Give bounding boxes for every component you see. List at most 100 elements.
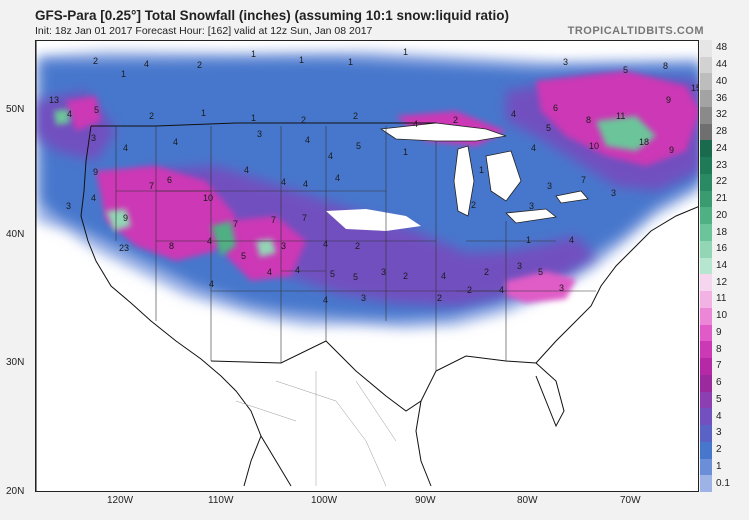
snow-amount-label: 2 — [471, 200, 476, 210]
snow-free-area — [326, 209, 421, 231]
colorbar-segment — [700, 173, 712, 192]
west-coast — [80, 125, 292, 487]
snow-amount-label: 11 — [616, 111, 625, 121]
snow-amount-label: 5 — [241, 251, 246, 261]
snow-amount-label: 7 — [149, 181, 154, 191]
snow-amount-label: 3 — [91, 133, 96, 143]
snow-amount-label: 3 — [563, 57, 568, 67]
snow-amount-label: 4 — [173, 137, 178, 147]
colorbar-segment — [700, 257, 712, 275]
snow-amount-label: 4 — [531, 143, 536, 153]
snow-amount-label: 9 — [93, 167, 98, 177]
snow-amount-label: 7 — [581, 175, 586, 185]
snow-amount-label: 9 — [669, 145, 674, 155]
snow-amount-label: 2 — [149, 111, 154, 121]
snow-amount-label: 4 — [209, 279, 214, 289]
colorbar-label: 6 — [716, 377, 722, 389]
lat-label-40n: 40N — [6, 229, 25, 240]
lat-label-50n: 50N — [6, 104, 25, 115]
colorbar-segment — [700, 56, 712, 74]
snow-amount-label: 1 — [403, 47, 408, 57]
snow-amount-label: 2 — [93, 56, 98, 66]
snow-amount-label: 3 — [66, 201, 71, 211]
snow-amount-label: 1 — [251, 113, 256, 123]
snow-amount-label: 1 — [526, 235, 531, 245]
snow-amount-label: 4 — [511, 109, 516, 119]
snow-amount-label: 5 — [546, 123, 551, 133]
snowfall-map: 2412111135815134521122424681195344344514… — [35, 40, 699, 492]
snow-heavy-green — [54, 109, 656, 257]
lat-label-20n: 20N — [6, 486, 25, 497]
snow-amount-label: 4 — [441, 271, 446, 281]
colorbar-label: 18 — [716, 226, 728, 238]
snow-amount-label: 4 — [67, 109, 72, 119]
lon-label-100w: 100W — [311, 495, 338, 506]
lon-label-110w: 110W — [208, 495, 234, 506]
snow-amount-label: 3 — [611, 188, 616, 198]
colorbar-label: 48 — [716, 42, 728, 54]
snow-amount-label: 4 — [281, 177, 286, 187]
snow-amount-label: 3 — [517, 261, 522, 271]
colorbar-label: 23 — [716, 159, 728, 171]
snow-amount-label: 2 — [453, 115, 458, 125]
snow-amount-label: 9 — [666, 95, 671, 105]
colorbar-label: 40 — [716, 75, 728, 87]
snow-amount-label: 2 — [467, 285, 472, 295]
colorbar-segment — [700, 391, 712, 409]
colorbar-segment — [700, 291, 712, 309]
snow-amount-label: 8 — [663, 61, 668, 71]
snow-amount-label: 2 — [353, 111, 358, 121]
snow-amount-label: 4 — [323, 295, 328, 305]
colorbar-segment — [700, 207, 712, 225]
snow-amount-label: 2 — [403, 271, 408, 281]
snow-amount-label: 18 — [639, 137, 649, 147]
snow-amount-label: 7 — [302, 213, 307, 223]
snow-amount-label: 2 — [197, 60, 202, 70]
snow-amount-label: 10 — [589, 141, 599, 151]
colorbar-segment — [700, 240, 712, 259]
snow-amount-label: 1 — [348, 57, 353, 67]
snow-amount-label: 3 — [381, 267, 386, 277]
state-lines — [115, 126, 596, 371]
snow-amount-label: 4 — [413, 119, 418, 129]
snow-amount-label: 6 — [553, 103, 558, 113]
colorbar-segment — [700, 341, 712, 359]
colorbar-label: 10 — [716, 310, 728, 322]
snow-amount-label: 4 — [144, 59, 149, 69]
snow-amount-label: 5 — [538, 267, 543, 277]
snow-amount-label: 4 — [328, 151, 333, 161]
lat-label-30n: 30N — [6, 357, 25, 368]
colorbar-segment — [700, 425, 712, 443]
snow-amount-label: 2 — [301, 115, 306, 125]
colorbar-segment — [700, 358, 712, 376]
colorbar-segment — [700, 475, 712, 493]
snow-amount-label: 1 — [299, 55, 304, 65]
snow-amount-label: 23 — [119, 243, 129, 253]
gulf-coast — [210, 340, 565, 428]
colorbar-label: 22 — [716, 176, 728, 188]
snow-amount-label: 4 — [335, 173, 340, 183]
colorbar-label: 11 — [716, 293, 727, 305]
colorbar-segment — [700, 408, 712, 426]
snow-amount-label: 3 — [547, 181, 552, 191]
snow-amount-label: 3 — [257, 129, 262, 139]
snow-amount-label: 15 — [691, 83, 699, 93]
snow-amount-label: 3 — [361, 293, 366, 303]
colorbar-label: 7 — [716, 360, 722, 372]
mexico-gulf-coast — [415, 400, 432, 487]
lon-label-90w: 90W — [415, 495, 436, 506]
snow-amount-label: 8 — [169, 241, 174, 251]
snow-amount-label: 4 — [244, 165, 249, 175]
snow-amount-label: 2 — [355, 241, 360, 251]
snow-amount-label: 5 — [623, 65, 628, 75]
colorbar-label: 0.1 — [716, 477, 730, 489]
colorbar-segment — [700, 224, 712, 242]
snow-amount-label: 4 — [499, 285, 504, 295]
snow-amount-label: 3 — [529, 201, 534, 211]
snow-amount-label: 5 — [353, 272, 358, 282]
snow-amount-label: 2 — [484, 267, 489, 277]
colorbar — [700, 40, 712, 493]
colorbar-label: 8 — [716, 343, 722, 355]
colorbar-segment — [700, 307, 712, 326]
colorbar-label: 9 — [716, 326, 722, 338]
